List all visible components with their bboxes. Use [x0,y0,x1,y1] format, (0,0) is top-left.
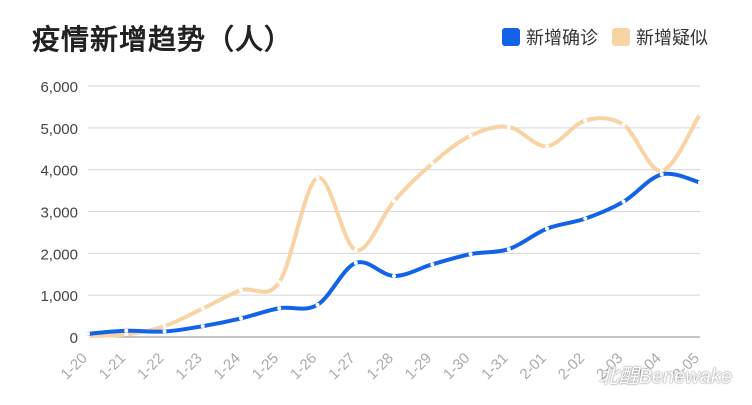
data-point-suspected [124,332,129,337]
data-point-suspected [659,168,664,173]
x-tick-label: 2-02 [555,350,588,383]
x-tick-label: 1-21 [96,350,129,383]
data-point-suspected [506,125,511,130]
x-tick-label: 2-01 [517,350,550,383]
data-point-confirmed [392,273,396,278]
y-tick-label: 5,000 [40,121,78,138]
y-tick-label: 0 [70,330,78,347]
y-tick-label: 1,000 [40,288,78,305]
data-point-confirmed [315,302,320,307]
x-tick-label: 1-22 [134,350,167,383]
x-tick-label: 1-20 [58,350,91,383]
data-point-suspected [200,306,205,311]
x-tick-label: 1-29 [402,350,435,383]
data-point-suspected [468,133,473,138]
y-tick-label: 2,000 [40,246,78,263]
data-point-confirmed [545,226,549,231]
legend-item-confirmed: 新增确诊 [502,24,598,50]
series-line-suspected [86,112,702,338]
data-point-confirmed [162,329,167,334]
data-point-confirmed [239,316,243,321]
data-point-suspected [545,144,549,149]
data-point-confirmed [200,324,205,329]
data-point-suspected [583,118,588,123]
legend-label-suspected: 新增疑似 [636,28,708,48]
legend-label-confirmed: 新增确诊 [526,28,598,48]
y-tick-label: 3,000 [40,205,78,222]
x-tick-label: 1-26 [287,350,320,383]
data-point-confirmed [86,331,90,336]
chart-title: 疫情新增趋势（人） [32,24,294,55]
data-point-suspected [698,112,702,117]
data-point-confirmed [506,247,511,252]
x-tick-label: 1-24 [211,350,244,383]
x-tick-label: 1-30 [440,350,473,383]
data-point-confirmed [430,262,435,267]
x-tick-label: 1-31 [478,350,511,383]
data-point-suspected [162,324,167,329]
y-tick-label: 4,000 [40,163,78,180]
legend-swatch-suspected [612,28,630,46]
data-point-confirmed [583,216,588,221]
x-tick-label: 1-28 [364,350,397,383]
data-point-suspected [430,161,435,166]
data-point-suspected [392,199,396,204]
data-point-confirmed [277,306,282,311]
data-point-confirmed [659,172,664,177]
x-tick-label: 1-25 [249,350,282,383]
data-point-suspected [353,248,358,253]
data-point-confirmed [124,328,129,333]
data-point-suspected [621,122,626,127]
legend-item-suspected: 新增疑似 [612,24,708,50]
x-tick-label: 1-27 [325,350,358,383]
x-tick-label: 1-23 [172,350,205,383]
data-point-confirmed [468,252,473,257]
data-point-confirmed [353,260,358,265]
data-point-suspected [277,280,282,285]
y-tick-label: 6,000 [40,79,78,96]
data-point-suspected [315,175,320,180]
data-point-suspected [239,288,243,293]
legend-swatch-confirmed [502,28,520,46]
legend: 新增确诊 新增疑似 [502,24,708,50]
data-point-confirmed [621,199,626,204]
watermark: 北醒Benewake [598,366,732,388]
data-point-confirmed [698,180,702,185]
